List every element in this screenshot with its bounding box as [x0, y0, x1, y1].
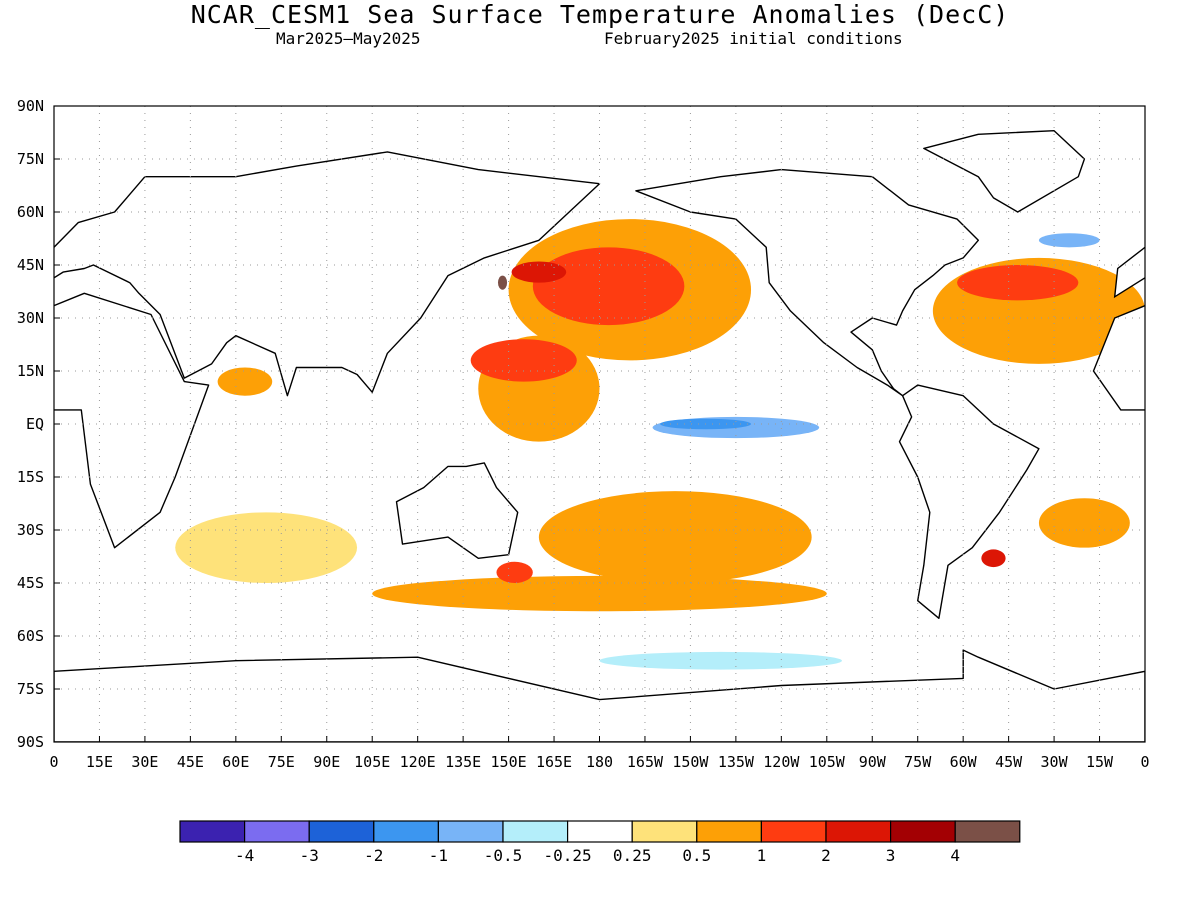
colorbar-swatch — [179, 820, 246, 843]
lat-tick-label: 45S — [17, 574, 44, 592]
lat-tick-label: EQ — [26, 415, 44, 433]
colorbar-swatch — [244, 820, 310, 843]
lon-tick-label: 150E — [491, 753, 527, 771]
colorbar-label: 1 — [757, 846, 767, 865]
colorbar-label: 0.25 — [613, 846, 652, 865]
anomaly-region-15 — [981, 549, 1006, 568]
colorbar-swatch — [631, 820, 698, 843]
lon-tick-label: 120W — [763, 753, 800, 771]
latitude-ticks: 90N 75N 60N 45N 30N 15N EQ 15S 30S 45S 60S 75S 90S — [17, 97, 60, 751]
anomaly-region-2 — [511, 261, 567, 283]
colorbar-label: -0.25 — [544, 846, 592, 865]
lat-tick-label: 75N — [17, 150, 44, 168]
lon-tick-label: 180 — [586, 753, 613, 771]
longitude-ticks: 0 15E 30E 45E 60E 75E 90E 105E 120E 135E 150E 165E 1… — [49, 736, 1150, 771]
lon-tick-label: 30E — [131, 753, 158, 771]
lon-tick-label: 105W — [809, 753, 846, 771]
antarctica-landmass — [54, 649, 1145, 742]
lon-tick-label: 45W — [995, 753, 1023, 771]
anomaly-region-3 — [497, 275, 508, 290]
lat-tick-label: 60N — [17, 203, 44, 221]
map-title: NCAR_CESM1 Sea Surface Temperature Anoma… — [190, 0, 1010, 29]
lon-tick-label: 135E — [445, 753, 481, 771]
gridlines — [54, 106, 1145, 742]
lon-tick-label: 45E — [177, 753, 204, 771]
lat-tick-label: 60S — [17, 627, 44, 645]
colorbar-label: -4 — [235, 846, 254, 865]
colorbar: -4 -3 -2 -1 -0.5 -0.25 0.25 0.5 1 2 3 4 — [179, 820, 1021, 865]
lat-tick-label: 15S — [17, 468, 44, 486]
lat-tick-label: 90N — [17, 97, 44, 115]
lon-tick-label: 150W — [672, 753, 709, 771]
colorbar-label: -0.5 — [484, 846, 523, 865]
anomaly-region-10 — [496, 561, 533, 584]
lat-tick-label: 30S — [17, 521, 44, 539]
colorbar-swatch — [760, 820, 827, 843]
colorbar-label: -1 — [429, 846, 448, 865]
anomaly-region-8 — [538, 491, 812, 583]
colorbar-swatch — [825, 820, 892, 843]
lon-tick-label: 165E — [536, 753, 572, 771]
anomaly-region-16 — [599, 651, 842, 670]
colorbar-swatch — [373, 820, 439, 843]
lon-tick-label: 135W — [718, 753, 755, 771]
colorbar-swatch — [566, 820, 633, 843]
australia-landmass — [395, 462, 519, 559]
africa-landmass — [54, 292, 210, 549]
colorbar-swatch — [696, 820, 762, 843]
south-america-landmass — [898, 384, 1040, 619]
anomaly-field — [175, 219, 1145, 670]
lat-tick-label: 15N — [17, 362, 44, 380]
anomaly-region-13 — [1038, 233, 1100, 248]
anomaly-region-14 — [1038, 498, 1130, 548]
lon-tick-label: 15W — [1086, 753, 1114, 771]
lon-tick-label: 0 — [1140, 753, 1149, 771]
lon-tick-label: 0 — [49, 753, 58, 771]
lon-tick-label: 105E — [354, 753, 390, 771]
lon-tick-label: 75W — [904, 753, 932, 771]
lon-tick-label: 60W — [950, 753, 978, 771]
colorbar-label: 3 — [886, 846, 896, 865]
north-america-landmass — [635, 168, 979, 397]
lon-tick-label: 120E — [400, 753, 436, 771]
colorbar-label: 2 — [821, 846, 831, 865]
eurasia-landmass-wrap — [1113, 246, 1145, 299]
anomaly-region-17 — [175, 512, 358, 584]
anomaly-region-12 — [957, 265, 1079, 301]
lat-tick-label: 75S — [17, 680, 44, 698]
forecast-period: Mar2025—May2025 — [276, 29, 421, 48]
africa-landmass-wrap — [1092, 304, 1145, 411]
anomaly-region-5 — [470, 339, 577, 382]
lon-tick-label: 15E — [86, 753, 113, 771]
anomaly-region-9 — [372, 575, 827, 612]
anomaly-region-18 — [217, 367, 273, 396]
lon-tick-label: 60E — [222, 753, 249, 771]
colorbar-swatch — [308, 820, 375, 843]
lon-tick-label: 165W — [627, 753, 664, 771]
colorbar-label: -3 — [300, 846, 319, 865]
lat-tick-label: 30N — [17, 309, 44, 327]
colorbar-label: -2 — [364, 846, 383, 865]
initial-conditions: February2025 initial conditions — [604, 29, 903, 48]
colorbar-swatch — [954, 820, 1021, 843]
anomaly-region-1 — [532, 247, 685, 326]
lat-tick-label: 90S — [17, 733, 44, 751]
lon-tick-label: 30W — [1041, 753, 1069, 771]
lon-tick-label: 75E — [268, 753, 295, 771]
colorbar-swatch — [889, 820, 956, 843]
colorbar-swatch — [502, 820, 569, 843]
colorbar-swatch — [437, 820, 504, 843]
lat-tick-label: 45N — [17, 256, 44, 274]
greenland-landmass — [923, 129, 1086, 213]
colorbar-label: 0.5 — [682, 846, 711, 865]
lon-tick-label: 90W — [859, 753, 887, 771]
colorbar-label: 4 — [950, 846, 960, 865]
lon-tick-label: 90E — [313, 753, 340, 771]
